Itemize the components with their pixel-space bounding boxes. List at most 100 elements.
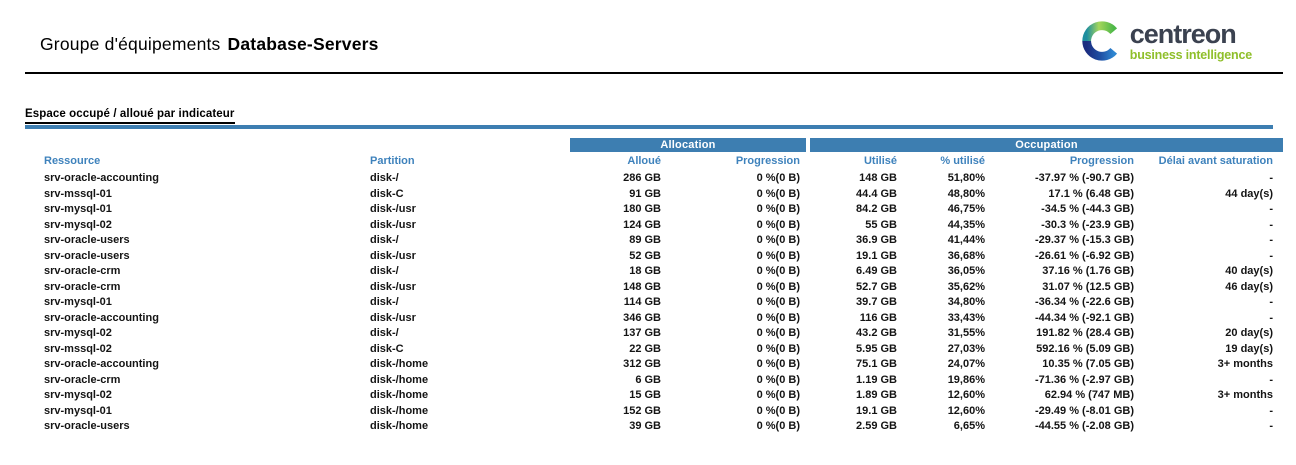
cell-partition: disk-/usr [370,280,416,293]
column-header-utilise: Utilisé [863,155,897,167]
cell-ressource: srv-oracle-users [44,234,130,246]
cell-partition: disk-/usr [370,218,416,231]
title-prefix: Groupe d'équipements [40,34,221,54]
cell-progression-occupation: -30.3 % (-23.9 GB) [1041,218,1134,231]
cell-pct-utilise: 31,55% [947,327,985,339]
column-header-alloue: Alloué [627,155,661,167]
cell-pct-utilise: 6,65% [953,420,985,432]
cell-utilise: 148 GB [859,172,897,184]
cell-progression-allocation: 0 %(0 B) [756,203,800,215]
cell-utilise: 36.9 GB [856,234,897,246]
cell-alloue: 180 GB [623,203,661,215]
cell-progression-allocation: 0 %(0 B) [756,373,800,386]
cell-alloue: 91 GB [629,187,661,200]
cell-pct-utilise: 41,44% [947,234,985,246]
group-header-occupation: Occupation [810,138,1283,152]
cell-alloue: 114 GB [623,296,661,308]
cell-utilise: 52.7 GB [856,280,897,293]
cell-partition: disk-/ [370,234,399,246]
cell-progression-allocation: 0 %(0 B) [756,327,800,339]
cell-delai-saturation: 3+ months [1217,389,1273,401]
cell-alloue: 22 GB [629,342,661,355]
cell-progression-occupation: -44.34 % (-92.1 GB) [1034,311,1134,324]
cell-progression-allocation: 0 %(0 B) [756,389,800,401]
cell-progression-occupation: 62.94 % (747 MB) [1044,389,1134,401]
cell-progression-occupation: -29.49 % (-8.01 GB) [1034,404,1134,417]
cell-progression-allocation: 0 %(0 B) [756,234,800,246]
cell-utilise: 6.49 GB [856,265,897,277]
cell-ressource: srv-oracle-users [44,249,130,262]
cell-partition: disk-/usr [370,311,416,324]
cell-delai-saturation: - [1269,420,1273,432]
cell-pct-utilise: 12,60% [947,389,985,401]
logo-brand: centreon [1129,18,1237,49]
cell-delai-saturation: 3+ months [1217,358,1273,370]
cell-progression-occupation: -71.36 % (-2.97 GB) [1034,373,1134,386]
cell-delai-saturation: 19 day(s) [1225,342,1273,355]
cell-partition: disk-C [370,187,404,200]
cell-partition: disk-/ [370,296,399,308]
cell-progression-occupation: 191.82 % (28.4 GB) [1036,327,1134,339]
cell-partition: disk-/usr [370,249,416,262]
cell-pct-utilise: 36,05% [947,265,985,277]
cell-alloue: 52 GB [629,249,661,262]
cell-ressource: srv-oracle-crm [44,280,121,293]
band-spacer [25,138,570,152]
column-header-partition: Partition [370,155,415,167]
column-header-pct-utilise: % utilisé [940,155,985,167]
cell-utilise: 43.2 GB [856,327,897,339]
cell-progression-occupation: 37.16 % (1.76 GB) [1042,265,1134,277]
cell-ressource: srv-oracle-accounting [44,172,159,184]
cell-alloue: 124 GB [623,218,661,231]
cell-progression-occupation: 17.1 % (6.48 GB) [1048,187,1134,200]
cell-pct-utilise: 24,07% [947,358,985,370]
cell-alloue: 39 GB [629,420,661,432]
cell-partition: disk-/home [370,389,429,401]
cell-ressource: srv-oracle-crm [44,373,121,386]
cell-partition: disk-/ [370,172,399,184]
cell-ressource: srv-mysql-01 [44,404,112,417]
cell-alloue: 6 GB [635,373,661,386]
cell-pct-utilise: 19,86% [947,373,985,386]
logo-tagline: business intelligence [1129,47,1252,62]
cell-utilise: 55 GB [865,218,897,231]
cell-progression-occupation: 592.16 % (5.09 GB) [1036,342,1134,355]
cell-delai-saturation: - [1269,218,1273,231]
cell-ressource: srv-oracle-crm [44,265,121,277]
column-header-delai-saturation: Délai avant saturation [1158,155,1273,167]
cell-ressource: srv-oracle-users [44,420,130,432]
cell-progression-allocation: 0 %(0 B) [756,187,800,200]
cell-progression-occupation: -26.61 % (-6.92 GB) [1034,249,1134,262]
cell-delai-saturation: 20 day(s) [1225,327,1273,339]
page-title: Groupe d'équipements Database-Servers [40,20,379,55]
cell-delai-saturation: - [1269,203,1273,215]
cell-ressource: srv-oracle-accounting [44,311,159,324]
cell-progression-occupation: -29.37 % (-15.3 GB) [1034,234,1134,246]
cell-delai-saturation: - [1269,311,1273,324]
cell-progression-occupation: -37.97 % (-90.7 GB) [1034,172,1134,184]
cell-progression-allocation: 0 %(0 B) [756,249,800,262]
cell-utilise: 1.89 GB [856,389,897,401]
column-header-progression-allocation: Progression [735,155,800,167]
cell-progression-occupation: 10.35 % (7.05 GB) [1042,358,1134,370]
cell-alloue: 346 GB [623,311,661,324]
cell-ressource: srv-mysql-01 [44,296,112,308]
cell-utilise: 75.1 GB [856,358,897,370]
cell-utilise: 5.95 GB [856,342,897,355]
section-accent-rule [25,125,1273,129]
cell-alloue: 89 GB [629,234,661,246]
cell-partition: disk-/home [370,358,429,370]
cell-delai-saturation: - [1269,172,1273,184]
cell-progression-allocation: 0 %(0 B) [756,311,800,324]
cell-partition: disk-/home [370,373,429,386]
cell-pct-utilise: 46,75% [947,203,985,215]
report-header: Groupe d'équipements Database-Servers [0,0,1296,62]
cell-utilise: 116 GB [859,311,897,324]
cell-alloue: 18 GB [629,265,661,277]
cell-progression-allocation: 0 %(0 B) [756,404,800,417]
cell-partition: disk-/ [370,265,399,277]
cell-partition: disk-/home [370,420,429,432]
cell-progression-allocation: 0 %(0 B) [756,218,800,231]
cell-ressource: srv-mysql-02 [44,389,112,401]
